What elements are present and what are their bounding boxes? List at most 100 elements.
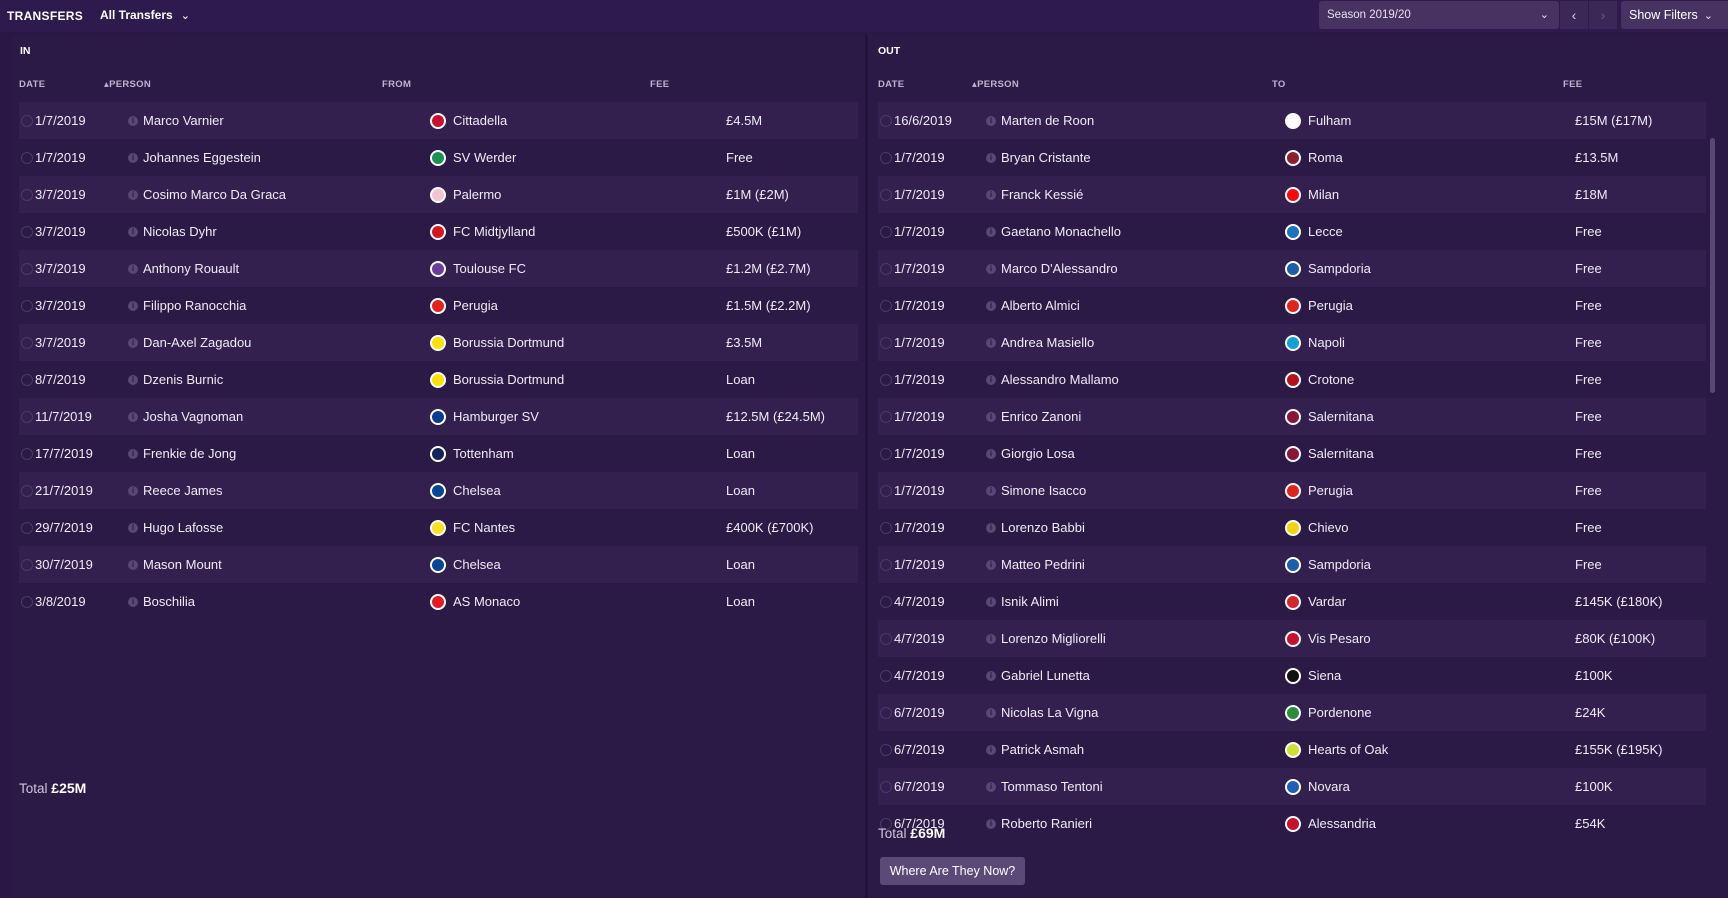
row-select-icon[interactable] [21, 521, 33, 534]
club-name-link[interactable]: Toulouse FC [453, 261, 526, 276]
table-row[interactable]: 1/7/2019 i Johannes Eggestein SV Werder Free [19, 139, 858, 176]
table-row[interactable]: 11/7/2019 i Josha Vagnoman Hamburger SV £12.… [19, 398, 858, 435]
info-icon[interactable]: i [986, 152, 996, 163]
player-name-link[interactable]: Frenkie de Jong [143, 446, 237, 461]
table-row[interactable]: 1/7/2019 i Marco Varnier Cittadella £4.5M [19, 102, 858, 139]
table-row[interactable]: 3/7/2019 i Dan-Axel Zagadou Borussia Dortmu… [19, 324, 858, 361]
info-icon[interactable]: i [986, 744, 996, 755]
info-icon[interactable]: i [986, 300, 996, 311]
table-row[interactable]: 1/7/2019 i Enrico Zanoni Salernitana Free [878, 398, 1706, 435]
club-name-link[interactable]: Borussia Dortmund [453, 335, 565, 350]
row-select-icon[interactable] [880, 410, 892, 423]
out-to-header[interactable]: TO [1272, 79, 1286, 90]
out-scroll-thumb[interactable] [1710, 138, 1715, 393]
row-select-icon[interactable] [21, 262, 33, 275]
row-select-icon[interactable] [880, 188, 892, 201]
club-name-link[interactable]: Palermo [453, 187, 502, 202]
player-name-link[interactable]: Anthony Rouault [143, 261, 240, 276]
row-select-icon[interactable] [21, 410, 33, 423]
in-fee-header[interactable]: FEE [650, 79, 670, 90]
table-row[interactable]: 1/7/2019 i Simone Isacco Perugia Free [878, 472, 1706, 509]
player-name-link[interactable]: Gaetano Monachello [1001, 224, 1121, 239]
info-icon[interactable]: i [128, 559, 138, 570]
player-name-link[interactable]: Johannes Eggestein [143, 150, 261, 165]
table-row[interactable]: 21/7/2019 i Reece James Chelsea Loan [19, 472, 858, 509]
info-icon[interactable]: i [128, 374, 138, 385]
row-select-icon[interactable] [880, 521, 892, 534]
info-icon[interactable]: i [986, 374, 996, 385]
in-person-header[interactable]: ▴PERSON [104, 79, 151, 90]
view-dropdown[interactable]: All Transfers ⌄ [100, 8, 190, 22]
table-row[interactable]: 1/7/2019 i Alberto Almici Perugia Free [878, 287, 1706, 324]
club-name-link[interactable]: Sampdoria [1308, 557, 1371, 572]
info-icon[interactable]: i [128, 448, 138, 459]
club-name-link[interactable]: Novara [1308, 779, 1350, 794]
row-select-icon[interactable] [21, 299, 33, 312]
info-icon[interactable]: i [128, 263, 138, 274]
club-name-link[interactable]: FC Midtjylland [453, 224, 536, 239]
player-name-link[interactable]: Cosimo Marco Da Graca [143, 187, 287, 202]
player-name-link[interactable]: Lorenzo Babbi [1001, 520, 1085, 535]
row-select-icon[interactable] [880, 706, 892, 719]
info-icon[interactable]: i [128, 226, 138, 237]
club-name-link[interactable]: Pordenone [1308, 705, 1372, 720]
club-name-link[interactable]: Chievo [1308, 520, 1349, 535]
club-name-link[interactable]: Hamburger SV [453, 409, 539, 424]
table-row[interactable]: 1/7/2019 i Andrea Masiello Napoli Free [878, 324, 1706, 361]
table-row[interactable]: 6/7/2019 i Patrick Asmah Hearts of Oak £155K… [878, 731, 1706, 768]
player-name-link[interactable]: Josha Vagnoman [143, 409, 244, 424]
club-name-link[interactable]: Vis Pesaro [1308, 631, 1371, 646]
info-icon[interactable]: i [986, 189, 996, 200]
table-row[interactable]: 1/7/2019 i Matteo Pedrini Sampdoria Free [878, 546, 1706, 583]
row-select-icon[interactable] [880, 299, 892, 312]
player-name-link[interactable]: Gabriel Lunetta [1001, 668, 1090, 683]
player-name-link[interactable]: Marco D'Alessandro [1001, 261, 1118, 276]
table-row[interactable]: 30/7/2019 i Mason Mount Chelsea Loan [19, 546, 858, 583]
table-row[interactable]: 4/7/2019 i Isnik Alimi Vardar £145K (£180K) [878, 583, 1706, 620]
player-name-link[interactable]: Bryan Cristante [1001, 150, 1091, 165]
row-select-icon[interactable] [21, 114, 33, 127]
season-dropdown[interactable]: Season 2019/20 ⌄ [1319, 1, 1559, 29]
info-icon[interactable]: i [986, 485, 996, 496]
row-select-icon[interactable] [21, 151, 33, 164]
row-select-icon[interactable] [21, 225, 33, 238]
table-row[interactable]: 4/7/2019 i Lorenzo Migliorelli Vis Pesaro £8… [878, 620, 1706, 657]
club-name-link[interactable]: Milan [1308, 187, 1340, 202]
club-name-link[interactable]: Hearts of Oak [1308, 742, 1389, 757]
player-name-link[interactable]: Filippo Ranocchia [143, 298, 247, 313]
club-name-link[interactable]: Perugia [453, 298, 498, 313]
table-row[interactable]: 1/7/2019 i Gaetano Monachello Lecce Free [878, 213, 1706, 250]
player-name-link[interactable]: Roberto Ranieri [1001, 816, 1093, 831]
info-icon[interactable]: i [986, 263, 996, 274]
club-name-link[interactable]: Perugia [1308, 298, 1353, 313]
row-select-icon[interactable] [880, 373, 892, 386]
club-name-link[interactable]: FC Nantes [453, 520, 516, 535]
info-icon[interactable]: i [128, 300, 138, 311]
club-name-link[interactable]: Crotone [1308, 372, 1355, 387]
info-icon[interactable]: i [986, 448, 996, 459]
club-name-link[interactable]: Chelsea [453, 483, 501, 498]
where-are-they-now-button[interactable]: Where Are They Now? [880, 857, 1025, 885]
player-name-link[interactable]: Marco Varnier [143, 113, 224, 128]
player-name-link[interactable]: Simone Isacco [1001, 483, 1087, 498]
table-row[interactable]: 1/7/2019 i Bryan Cristante Roma £13.5M [878, 139, 1706, 176]
club-name-link[interactable]: Perugia [1308, 483, 1353, 498]
info-icon[interactable]: i [986, 411, 996, 422]
table-row[interactable]: 3/7/2019 i Anthony Rouault Toulouse FC £1.2M… [19, 250, 858, 287]
table-row[interactable]: 6/7/2019 i Tommaso Tentoni Novara £100K [878, 768, 1706, 805]
row-select-icon[interactable] [21, 484, 33, 497]
table-row[interactable]: 1/7/2019 i Giorgio Losa Salernitana Free [878, 435, 1706, 472]
table-row[interactable]: 1/7/2019 i Alessandro Mallamo Crotone Free [878, 361, 1706, 398]
row-select-icon[interactable] [21, 188, 33, 201]
player-name-link[interactable]: Patrick Asmah [1001, 742, 1085, 757]
info-icon[interactable]: i [986, 337, 996, 348]
table-row[interactable]: 4/7/2019 i Gabriel Lunetta Siena £100K [878, 657, 1706, 694]
row-select-icon[interactable] [880, 484, 892, 497]
out-date-header[interactable]: DATE [878, 79, 905, 90]
club-name-link[interactable]: Siena [1308, 668, 1342, 683]
info-icon[interactable]: i [986, 781, 996, 792]
player-name-link[interactable]: Nicolas La Vigna [1001, 705, 1099, 720]
info-icon[interactable]: i [986, 633, 996, 644]
club-name-link[interactable]: Napoli [1308, 335, 1345, 350]
info-icon[interactable]: i [986, 522, 996, 533]
